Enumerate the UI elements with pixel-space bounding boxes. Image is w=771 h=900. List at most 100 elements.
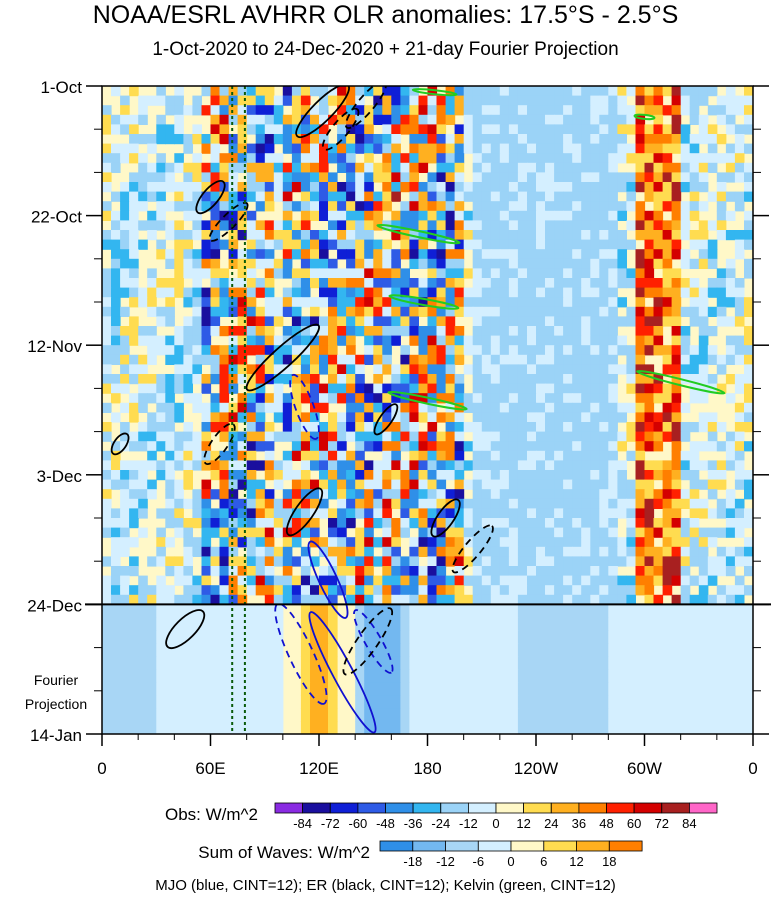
field-cell	[545, 258, 555, 269]
field-cell	[626, 316, 636, 327]
field-cell	[382, 508, 392, 519]
field-cell	[391, 489, 401, 500]
field-cell	[599, 479, 609, 490]
x-axis: 0 60E 120E 180 120W 60W 0	[97, 734, 758, 778]
field-cell	[201, 297, 212, 308]
field-cell	[436, 306, 447, 317]
field-cell	[599, 364, 609, 375]
field-cell	[689, 374, 700, 385]
kelvin-contour-19	[376, 223, 461, 245]
field-cell	[599, 460, 609, 471]
field-cell	[156, 460, 166, 471]
field-cell	[581, 220, 591, 231]
field-cell	[183, 383, 193, 394]
projection-cell	[237, 708, 248, 722]
field-cell	[635, 124, 646, 135]
field-cell	[210, 422, 221, 433]
field-cell	[427, 114, 438, 125]
field-cell	[572, 105, 582, 116]
field-cell	[716, 566, 727, 577]
field-cell	[418, 258, 429, 269]
projection-cell	[725, 604, 736, 618]
projection-cell	[581, 643, 591, 657]
field-cell	[527, 556, 537, 567]
field-cell	[264, 460, 275, 471]
field-cell	[436, 450, 447, 461]
field-cell	[662, 498, 673, 509]
field-cell	[282, 393, 293, 404]
field-cell	[400, 95, 410, 106]
field-cell	[409, 364, 419, 375]
projection-cell	[499, 721, 510, 734]
field-cell	[273, 575, 284, 586]
field-cell	[481, 498, 492, 509]
field-cell	[102, 594, 112, 605]
field-cell	[536, 326, 546, 337]
field-cell	[617, 95, 627, 106]
field-cell	[436, 537, 447, 548]
field-cell	[418, 306, 429, 317]
projection-cell	[572, 617, 582, 631]
projection-cell	[662, 656, 673, 670]
field-cell	[400, 210, 410, 221]
field-cell	[563, 431, 573, 442]
field-cell	[246, 287, 257, 298]
field-cell	[572, 268, 582, 279]
field-cell	[409, 182, 419, 193]
projection-cell	[536, 695, 546, 709]
field-cell	[472, 470, 483, 481]
field-cell	[346, 383, 356, 394]
field-cell	[282, 86, 293, 97]
projection-cell	[599, 617, 609, 631]
field-cell	[499, 297, 510, 308]
field-cell	[201, 143, 212, 154]
field-cell	[147, 182, 157, 193]
field-cell	[689, 182, 700, 193]
field-cell	[734, 143, 745, 154]
field-cell	[228, 585, 239, 596]
field-cell	[527, 201, 537, 212]
projection-cell	[734, 643, 745, 657]
field-cell	[545, 489, 555, 500]
field-cell	[608, 124, 618, 135]
field-cell	[499, 460, 510, 471]
projection-cell	[635, 643, 646, 657]
field-cell	[445, 191, 456, 202]
field-cell	[201, 326, 212, 337]
field-cell	[716, 316, 727, 327]
field-cell	[707, 143, 718, 154]
projection-cell	[436, 682, 447, 696]
field-cell	[454, 297, 465, 308]
field-cell	[400, 422, 410, 433]
field-cell	[536, 479, 546, 490]
field-cell	[581, 86, 591, 97]
projection-cell	[300, 617, 311, 631]
projection-cell	[364, 643, 374, 657]
colorbar-level-8: 12	[516, 816, 530, 831]
projection-cell	[201, 643, 212, 657]
field-cell	[165, 220, 175, 231]
projection-cell	[508, 682, 519, 696]
field-cell	[563, 297, 573, 308]
field-cell	[463, 460, 474, 471]
field-cell	[228, 594, 239, 605]
field-cell	[734, 450, 745, 461]
field-cell	[744, 230, 753, 241]
field-cell	[545, 537, 555, 548]
field-cell	[744, 585, 753, 596]
field-cell	[744, 566, 753, 577]
field-cell	[689, 191, 700, 202]
field-cell	[536, 249, 546, 260]
field-cell	[165, 441, 175, 452]
field-cell	[183, 297, 193, 308]
field-cell	[129, 537, 139, 548]
field-cell	[174, 201, 184, 212]
field-cell	[120, 383, 130, 394]
colorbar-level-4: -36	[404, 816, 423, 831]
field-cell	[536, 297, 546, 308]
field-cell	[219, 191, 230, 202]
field-cell	[310, 374, 320, 385]
field-cell	[147, 143, 157, 154]
field-cell	[237, 143, 248, 154]
field-cell	[273, 412, 284, 423]
